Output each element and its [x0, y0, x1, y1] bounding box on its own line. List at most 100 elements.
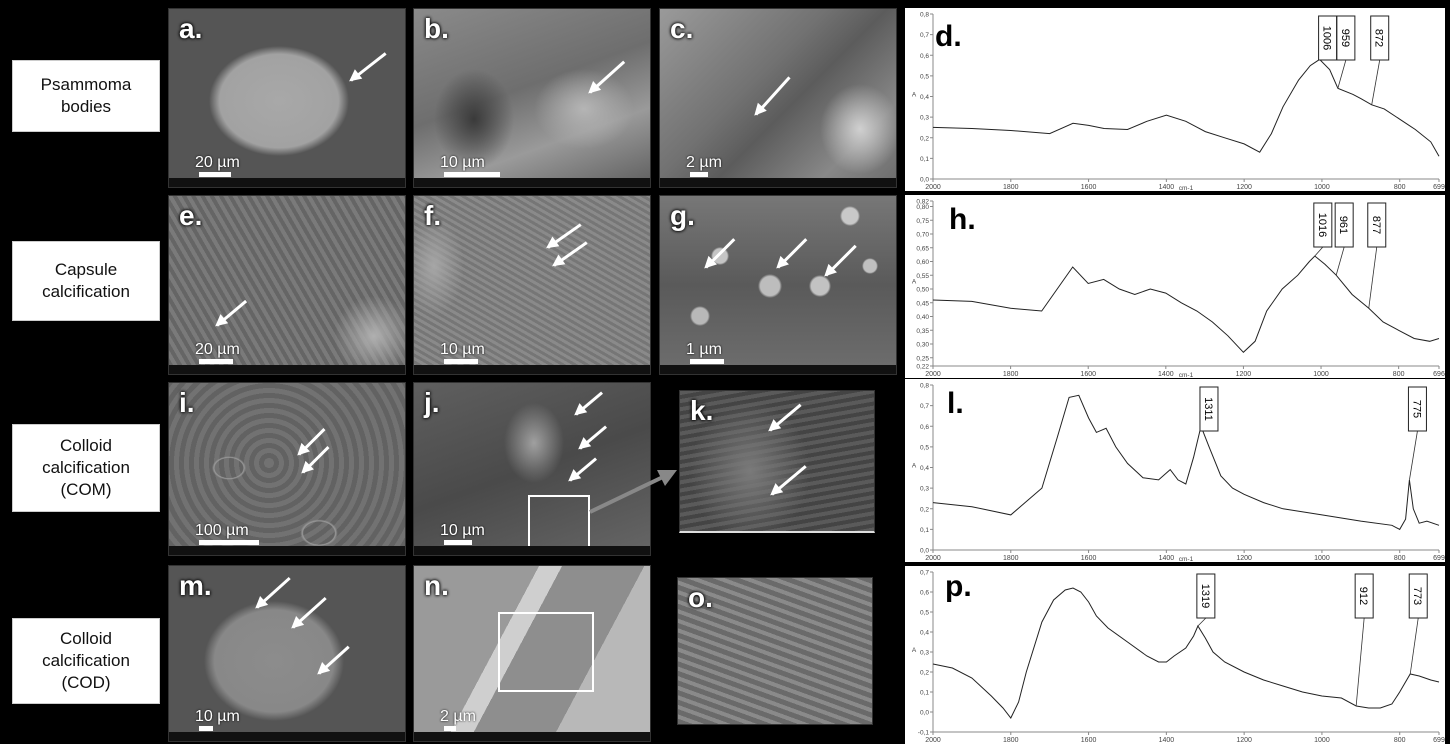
y-tick-label: 0,70	[916, 232, 929, 239]
y-tick-label: 0,1	[920, 690, 929, 697]
peak-leader	[1371, 59, 1381, 105]
x-tick-label: 1000	[1314, 555, 1330, 562]
peak-label-box	[1367, 202, 1387, 248]
spectrum-panel-l: 0,0 0,1 0,2 0,3 0,4 0,5 0,6 0,7 0,8 2000 1800 1600 1…	[905, 379, 1445, 562]
sem-panel-f: f. 10 µm	[413, 195, 651, 375]
x-tick-label: 1400	[1159, 184, 1175, 191]
x-tick-label: 800	[1394, 184, 1406, 191]
sem-panel-i: i. 100 µm	[168, 382, 406, 556]
peak-leader	[1368, 246, 1378, 309]
x-tick-label: 1200	[1236, 184, 1252, 191]
y-tick-label: 0,75	[916, 218, 929, 225]
spectrum-panel-h: 0,22 0,25 0,30 0,35 0,40 0,45 0,50 0,55 0,60 0,65…	[905, 195, 1445, 378]
y-tick-label: 0,8	[920, 12, 929, 19]
panel-letter: b.	[424, 13, 449, 44]
x-tick-label: 1400	[1159, 555, 1175, 562]
y-tick-label: 0,25	[916, 355, 929, 362]
peak-label-box	[1334, 202, 1354, 248]
scale-bar	[690, 172, 708, 177]
row-label-line: calcification	[42, 282, 130, 301]
x-tick-label: 1200	[1236, 371, 1252, 378]
y-axis-label: A	[912, 647, 917, 654]
sem-info-bar	[414, 178, 650, 187]
y-tick-label: 0,0	[920, 710, 929, 717]
spectrum-panel-p: -0,1 0,0 0,1 0,2 0,3 0,4 0,5 0,6 0,7 2000 1800 1600…	[905, 566, 1445, 744]
row-label-line: calcification	[42, 458, 130, 477]
arrow-icon	[754, 76, 791, 116]
x-tick-label: 2000	[925, 371, 941, 378]
scale-bar	[199, 172, 231, 177]
scale-bar	[444, 540, 472, 545]
arrow-icon	[575, 391, 604, 416]
x-tick-label: 1000	[1314, 184, 1330, 191]
peak-label: 773	[1411, 587, 1423, 605]
x-tick-label: 1800	[1003, 371, 1019, 378]
arrow-icon	[291, 596, 327, 629]
scale-label: 100 µm	[195, 522, 249, 539]
y-tick-label: 0,3	[920, 650, 929, 657]
x-tick-label: 696	[1433, 371, 1445, 378]
peak-label: 1311	[1202, 397, 1214, 421]
x-tick-label: 699	[1433, 737, 1445, 744]
panel-letter: c.	[670, 13, 694, 44]
sem-panel-b: b. 10 µm	[413, 8, 651, 188]
sem-panel-m: m. 10 µm	[168, 565, 406, 742]
panel-letter: j.	[424, 387, 440, 418]
arrow-icon	[547, 223, 582, 249]
sem-panel-c: c. 2 µm	[659, 8, 897, 188]
y-tick-label: 0,7	[920, 570, 929, 577]
scale-label: 10 µm	[440, 341, 485, 358]
x-tick-label: 1400	[1159, 737, 1175, 744]
sem-info-bar	[169, 178, 405, 187]
spectrum-line	[932, 255, 1440, 354]
spectrum-chart-l: 0,0 0,1 0,2 0,3 0,4 0,5 0,6 0,7 0,8 2000 1800 1600 1…	[912, 383, 1445, 563]
x-tick-label: 2000	[925, 184, 941, 191]
zoom-arrow-icon	[589, 470, 677, 514]
x-tick-label: 1800	[1003, 555, 1019, 562]
scale-bar	[199, 726, 213, 731]
row-label-line: (COD)	[61, 673, 111, 692]
sem-info-bar	[414, 365, 650, 374]
scale-label: 1 µm	[686, 341, 722, 358]
peak-label-box	[1370, 15, 1390, 61]
y-tick-label: 0,80	[916, 204, 929, 211]
peak-label: 912	[1357, 587, 1369, 605]
y-tick-label: -0,1	[918, 730, 930, 737]
peak-label: 961	[1337, 216, 1349, 234]
sem-panel-n: n. 2 µm	[413, 565, 651, 742]
x-tick-label: 1000	[1314, 737, 1330, 744]
x-axis-label: cm-1	[1179, 185, 1194, 191]
scale-label: 10 µm	[195, 708, 240, 725]
y-tick-label: 0,40	[916, 314, 929, 321]
zoom-box	[498, 612, 594, 692]
peak-leader	[1409, 617, 1419, 675]
arrow-icon	[350, 52, 387, 82]
scale-bar	[199, 540, 259, 545]
peak-label-box	[1354, 573, 1374, 619]
row-label-line: Colloid	[60, 436, 112, 455]
y-axis-label: A	[912, 92, 917, 99]
row-label-line: Psammoma	[40, 75, 132, 94]
y-tick-label: 0,8	[920, 383, 929, 390]
peak-label: 872	[1373, 29, 1385, 47]
sem-info-bar	[169, 732, 405, 741]
peak-leader	[1337, 59, 1347, 89]
y-tick-label: 0,0	[920, 177, 929, 184]
spectrum-chart-h: 0,22 0,25 0,30 0,35 0,40 0,45 0,50 0,55 0,60 0,65…	[912, 199, 1445, 379]
peak-label-box	[1336, 15, 1356, 61]
scale-bar	[199, 359, 233, 364]
x-tick-label: 699	[1433, 555, 1445, 562]
panel-letter: k.	[690, 395, 714, 426]
peak-label-box	[1408, 573, 1428, 619]
y-tick-label: 0,6	[920, 590, 929, 597]
arrow-icon	[317, 645, 350, 675]
x-tick-label: 699	[1433, 184, 1445, 191]
x-tick-label: 1600	[1081, 555, 1097, 562]
y-tick-label: 0,65	[916, 245, 929, 252]
y-tick-label: 0,4	[920, 94, 929, 101]
zoom-box	[528, 495, 590, 551]
spectrum-panel-d: 0,0 0,1 0,2 0,3 0,4 0,5 0,6 0,7 0,8 2000 1800 1600 1…	[905, 8, 1445, 191]
y-tick-label: 0,4	[920, 630, 929, 637]
row-label-line: Colloid	[60, 629, 112, 648]
arrow-icon	[216, 299, 248, 327]
